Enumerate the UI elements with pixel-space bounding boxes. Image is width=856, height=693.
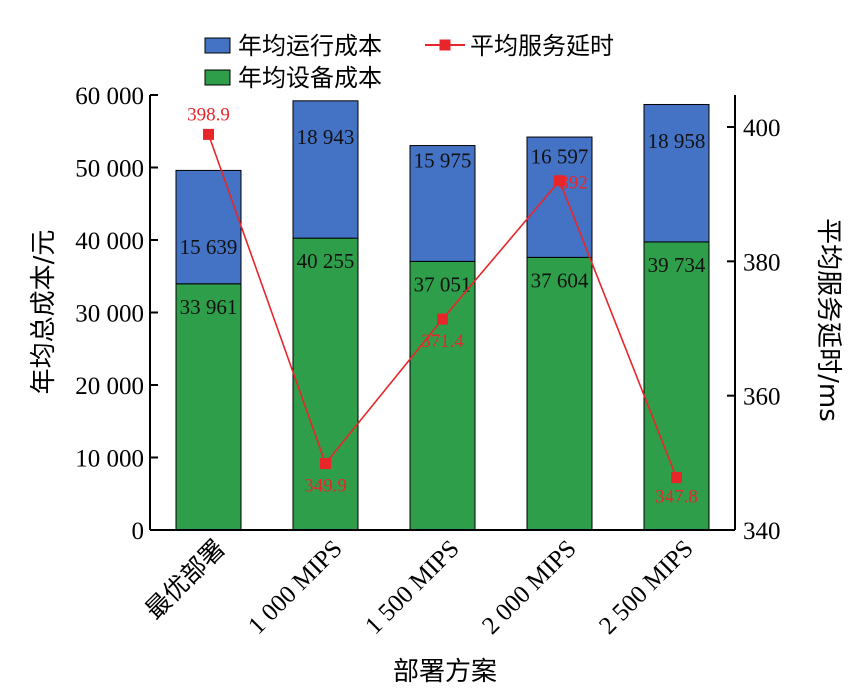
latency-label: 392 (559, 173, 588, 194)
bar-label-operating: 15 639 (180, 235, 238, 259)
bar-label-operating: 18 943 (297, 125, 355, 149)
x-tick-label: 1 500 MIPS (360, 535, 465, 640)
x-tick-label: 2 500 MIPS (594, 535, 699, 640)
y-tick-label-left: 0 (132, 518, 145, 545)
legend-swatch-equipment (204, 69, 231, 86)
latency-marker (437, 313, 448, 325)
x-axis-title: 部署方案 (393, 657, 497, 687)
bar-operating-cost (292, 100, 359, 239)
bar-label-equipment: 37 051 (414, 272, 472, 296)
latency-marker (320, 458, 331, 470)
bar-operating-cost (643, 103, 710, 243)
legend-label-equipment: 年均设备成本 (238, 64, 382, 92)
latency-marker (203, 128, 214, 140)
x-tick-label: 2 000 MIPS (477, 535, 582, 640)
y-tick-label-right: 360 (743, 384, 781, 411)
y-tick-label-right: 340 (743, 518, 781, 545)
y-tick-label-right: 380 (743, 249, 781, 276)
latency-label: 398.9 (187, 104, 230, 125)
y-axis-title-right: 平均服务延时/ms (813, 218, 843, 422)
bar-label-equipment: 37 604 (531, 268, 589, 292)
y-tick-label-right: 400 (743, 115, 781, 142)
legend-label-operating: 年均运行成本 (238, 32, 382, 60)
bar-equipment-cost (175, 283, 242, 531)
y-tick-label-left: 50 000 (75, 156, 144, 183)
latency-label: 371.4 (421, 331, 464, 352)
x-tick-label: 1 000 MIPS (243, 535, 348, 640)
bar-operating-cost (409, 145, 476, 262)
bar-label-equipment: 40 255 (297, 249, 355, 273)
bar-label-operating: 18 958 (648, 129, 706, 153)
bar-label-operating: 15 975 (414, 148, 472, 172)
y-axis-title-left: 年均总成本/元 (29, 230, 59, 395)
bar-equipment-cost (409, 260, 476, 531)
latency-label: 349.9 (304, 476, 347, 497)
bar-label-operating: 16 597 (531, 144, 589, 168)
x-tick-label: 最优部署 (140, 534, 231, 625)
bar-label-equipment: 33 961 (180, 295, 238, 319)
y-tick-label-left: 60 000 (75, 83, 144, 110)
bar-operating-cost (175, 169, 242, 285)
legend-label-latency: 平均服务延时 (470, 32, 614, 60)
bar-equipment-cost (292, 237, 359, 531)
legend-swatch-operating (204, 37, 231, 54)
latency-label: 347.8 (655, 487, 698, 508)
legend-marker-latency (439, 39, 451, 51)
y-tick-label-left: 20 000 (75, 373, 144, 400)
y-tick-label-left: 30 000 (75, 301, 144, 328)
bar-label-equipment: 39 734 (648, 253, 706, 277)
bar-equipment-cost (526, 256, 593, 531)
y-tick-label-left: 40 000 (75, 228, 144, 255)
latency-marker (554, 175, 565, 187)
y-tick-label-left: 10 000 (75, 446, 144, 473)
latency-marker (671, 472, 682, 484)
